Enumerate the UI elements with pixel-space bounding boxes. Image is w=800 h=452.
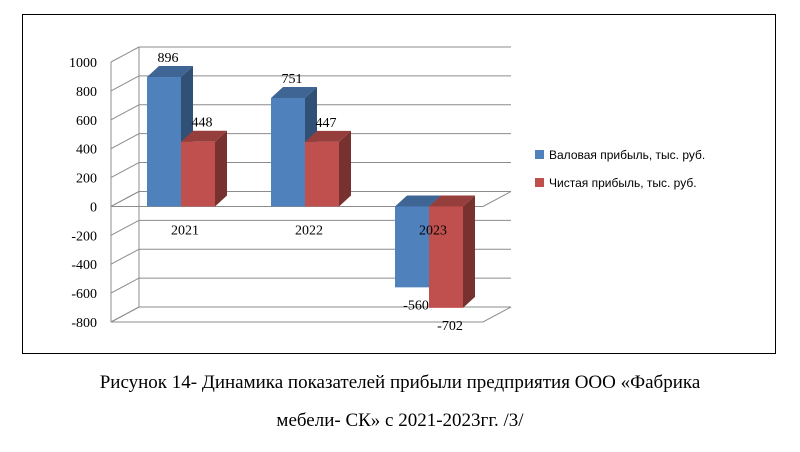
bar-side [339,130,351,207]
y-tick-label: -400 [71,258,97,273]
gridline-side [110,162,140,178]
figure-caption-line-1: Рисунок 14- Динамика показателей прибыли… [99,372,701,393]
gridline-side [110,46,140,63]
y-tick-label: 800 [76,85,97,100]
figure-caption-line-2: мебели- СК» с 2021-2023гг. /3/ [276,410,524,431]
bars [147,66,475,308]
bar-top [429,195,475,207]
y-tick-label: -800 [71,316,97,331]
bar-side [463,195,475,308]
bar-top [395,195,441,207]
data-label: 447 [316,116,337,131]
bar-top [147,66,193,78]
y-tick-label: 200 [76,172,97,187]
gridline-side [110,75,140,92]
bar-2021-series-0 [147,77,181,207]
data-labels: 896 448 751 447 -560 -702 [158,51,463,334]
data-label: -560 [403,298,429,313]
bar-2023-series-1 [429,206,463,308]
bar-top [181,130,227,142]
x-axis-categories: 2021 2022 2023 [171,223,447,238]
bottom-plane [110,306,512,323]
gridline-side [110,219,140,236]
legend-label: Валовая прибыль, тыс. руб. [549,148,705,162]
x-category-label: 2021 [171,223,199,238]
bar-2021-series-1 [181,141,215,207]
legend: Валовая прибыль, тыс. руб. Чистая прибыль… [535,148,705,190]
x-category-label: 2022 [295,223,323,238]
legend-swatch [535,150,544,159]
bar-top [271,86,317,98]
gridline-side [110,104,140,121]
y-axis-ticks: 1000 800 600 400 200 0 -200 -400 -600 -800 [69,56,97,331]
gridline-side [110,133,140,150]
bar-top [305,130,351,142]
bar-side [215,130,227,207]
y-tick-label: 1000 [69,56,97,71]
data-label: -702 [437,319,463,334]
y-tick-label: 0 [90,200,97,215]
bar-2022-series-1 [305,141,339,207]
data-label: 896 [158,51,179,66]
y-tick-label: 600 [76,114,97,129]
gridline-side [110,248,140,265]
y-tick-label: -600 [71,287,97,302]
legend-swatch [535,178,544,187]
gridline-side [110,277,140,294]
chart-frame: 1000 800 600 400 200 0 -200 -400 -600 -800 2021 20… [22,14,776,354]
data-label: 751 [282,72,303,87]
y-tick-label: 400 [76,143,97,158]
x-category-label: 2023 [419,223,447,238]
data-label: 448 [192,116,213,131]
bar-2023-series-0 [395,206,429,288]
legend-label: Чистая прибыль, тыс. руб. [549,176,697,190]
floor-plane [110,190,512,207]
bar-2022-series-0 [271,97,305,207]
y-tick-label: -200 [71,229,97,244]
